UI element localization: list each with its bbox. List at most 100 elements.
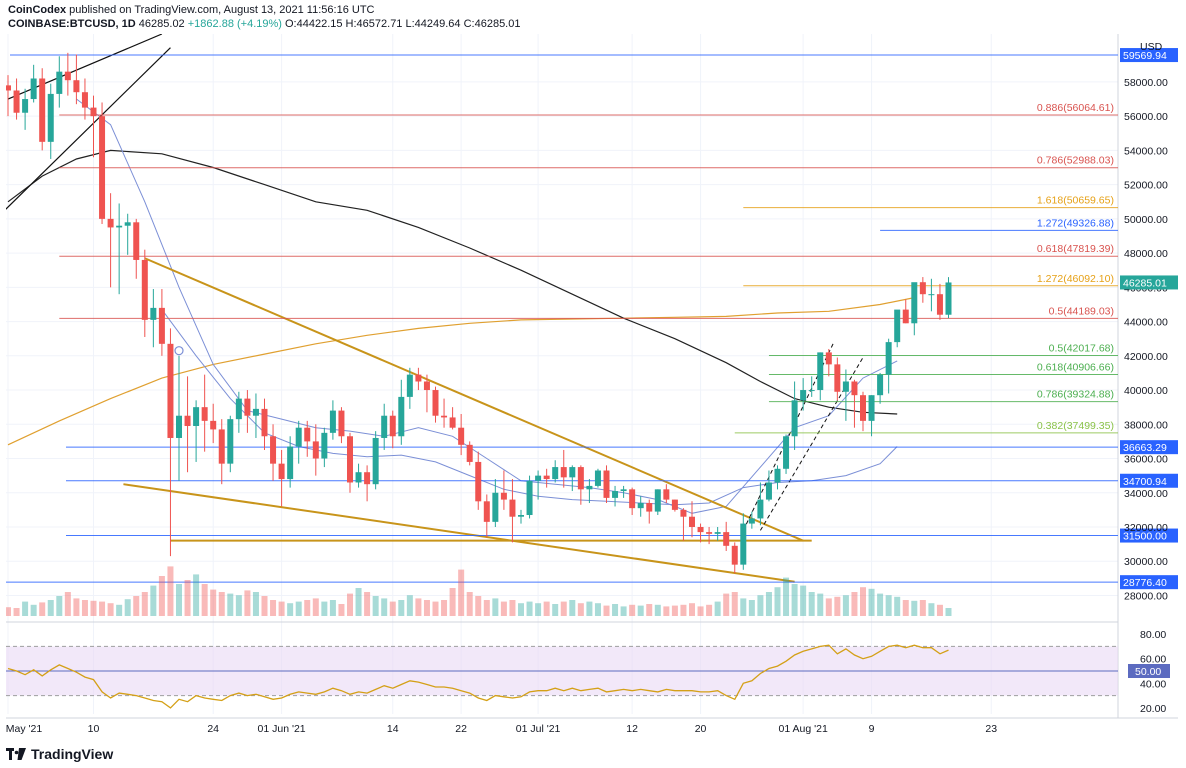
volume-bar bbox=[406, 595, 413, 616]
chart-header: CoinCodex published on TradingView.com, … bbox=[8, 3, 1178, 33]
price-chart[interactable]: 59569.94 0.886(56064.61) 0.786(52988.03) 1.… bbox=[0, 33, 1178, 740]
candle-body bbox=[629, 489, 636, 509]
volume-bar bbox=[338, 604, 345, 616]
candle bbox=[304, 420, 311, 457]
volume-bar bbox=[5, 607, 11, 616]
level-axis-label: 28776.40 bbox=[1120, 575, 1178, 590]
candle bbox=[748, 511, 755, 529]
candle-body bbox=[808, 390, 815, 392]
volume-bar bbox=[47, 600, 54, 616]
volume-bar bbox=[235, 595, 242, 616]
volume-bar bbox=[458, 569, 465, 616]
candle-body bbox=[167, 343, 174, 438]
candle-body bbox=[466, 444, 473, 462]
volume-bar bbox=[124, 599, 131, 616]
candle bbox=[347, 432, 353, 493]
candle bbox=[432, 386, 439, 423]
candle bbox=[287, 436, 294, 488]
volume-bar bbox=[278, 601, 285, 616]
candle-body bbox=[911, 282, 918, 324]
candle-body bbox=[201, 407, 208, 421]
volume-bar bbox=[201, 584, 208, 616]
level-label-box bbox=[1120, 48, 1178, 63]
candle bbox=[261, 398, 268, 450]
volume-bar bbox=[731, 592, 738, 616]
publisher-name[interactable]: CoinCodex bbox=[8, 4, 67, 16]
candle-body bbox=[483, 501, 490, 522]
candle bbox=[5, 75, 11, 117]
candle bbox=[680, 508, 687, 541]
candle bbox=[543, 468, 550, 488]
candle bbox=[594, 468, 601, 488]
volume-bar bbox=[227, 593, 234, 616]
price-axis[interactable]: USD 28000.00 30000.00 32000.00 34000.00 36000… bbox=[1120, 41, 1178, 715]
volume-bar bbox=[543, 601, 550, 616]
candle-body bbox=[287, 446, 294, 480]
footer: TradingView bbox=[6, 744, 113, 764]
time-tick-label: 24 bbox=[207, 723, 219, 735]
wedge-lower-trendline bbox=[123, 483, 795, 583]
volume-bars bbox=[5, 566, 952, 616]
ma50-line bbox=[161, 309, 898, 506]
volume-bar bbox=[603, 605, 610, 616]
level-label: 31500.00 bbox=[1123, 531, 1167, 543]
candle bbox=[697, 523, 704, 543]
price-tick-label: 28000.00 bbox=[1124, 590, 1168, 602]
candle-body bbox=[774, 468, 781, 483]
candle bbox=[244, 390, 251, 433]
candle bbox=[791, 381, 798, 450]
candle-body bbox=[406, 374, 413, 397]
chart-area[interactable]: 59569.94 0.886(56064.61) 0.786(52988.03) 1.… bbox=[0, 33, 1178, 740]
candle bbox=[731, 542, 738, 574]
level-axis-label: 59569.94 bbox=[1120, 48, 1178, 63]
price-tick-label: 32000.00 bbox=[1124, 522, 1168, 534]
volume-bar bbox=[765, 592, 772, 616]
candle bbox=[99, 102, 106, 225]
candle bbox=[612, 485, 619, 507]
volume-bar bbox=[141, 592, 148, 616]
candle bbox=[637, 496, 644, 517]
candle-body bbox=[577, 467, 584, 490]
ma200-line bbox=[7, 297, 915, 446]
candle-body bbox=[116, 225, 123, 228]
time-axis[interactable]: May '21 10 24 01 Jun '21 14 22 01 Jul '21 12 20 0… bbox=[6, 723, 997, 735]
time-tick-label: 12 bbox=[626, 723, 638, 735]
candle-body bbox=[398, 396, 405, 437]
candle bbox=[13, 78, 20, 120]
volume-bar bbox=[193, 574, 200, 616]
volume-bar bbox=[329, 600, 336, 616]
volume-bar bbox=[261, 596, 268, 616]
volume-bar bbox=[911, 600, 918, 616]
published-text: published on TradingView.com, August 13,… bbox=[69, 4, 375, 16]
candle bbox=[500, 470, 507, 510]
volume-bar bbox=[364, 592, 371, 616]
volume-bar bbox=[535, 603, 542, 616]
candle-body bbox=[133, 222, 140, 260]
trendlines bbox=[0, 33, 864, 583]
candle bbox=[774, 465, 781, 490]
price-tick-label: 40000.00 bbox=[1124, 385, 1168, 397]
price-tick-label: 42000.00 bbox=[1124, 351, 1168, 363]
volume-bar bbox=[500, 601, 507, 616]
volume-bar bbox=[680, 604, 687, 616]
candle-body bbox=[706, 532, 713, 534]
candle-body bbox=[646, 503, 653, 512]
candle bbox=[911, 282, 918, 336]
volume-bar bbox=[577, 603, 584, 616]
volume-bar bbox=[372, 596, 379, 616]
candle bbox=[227, 415, 234, 473]
candle bbox=[817, 352, 824, 401]
channel-lower-line bbox=[0, 47, 171, 216]
candle-body bbox=[150, 307, 157, 320]
candle-body bbox=[535, 475, 542, 481]
tradingview-brand[interactable]: TradingView bbox=[31, 746, 114, 762]
candle bbox=[851, 379, 858, 428]
anchor-point bbox=[174, 346, 184, 356]
candle-body bbox=[235, 398, 242, 420]
candle-body bbox=[449, 417, 456, 428]
price-tick-label: 34000.00 bbox=[1124, 488, 1168, 500]
candle-body bbox=[252, 408, 259, 416]
price-tick-label: 54000.00 bbox=[1124, 145, 1168, 157]
candle bbox=[919, 277, 926, 303]
candle bbox=[210, 403, 217, 444]
